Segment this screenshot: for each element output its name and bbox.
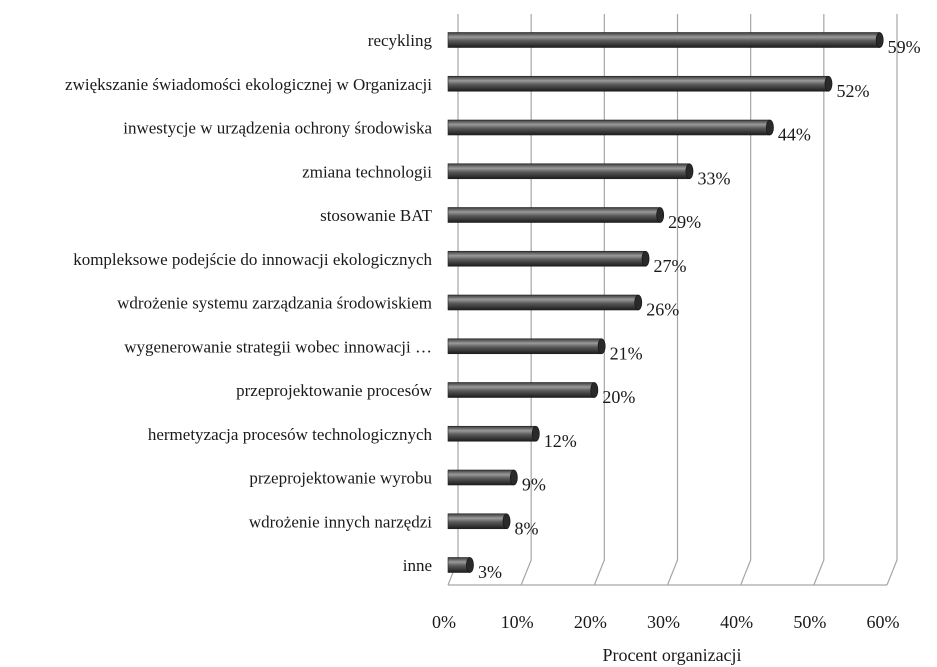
value-label: 21% [610,343,643,363]
gridline [593,14,605,586]
gridline [886,14,898,586]
bar [447,32,884,48]
value-label: 26% [646,300,679,320]
value-label: 29% [668,212,701,232]
gridline [520,14,532,586]
value-label: 12% [544,431,577,451]
bar [447,425,540,442]
category-label: przeprojektowanie wyrobu [249,469,432,488]
value-label: 44% [778,125,811,145]
category-label: wdrożenie systemu zarządzania środowiski… [117,294,432,313]
value-labels: 59% 52% 44% 33% 29% 27% 26% 21% 20% 12% 9% 8% 3% [478,37,921,582]
bar [447,119,774,136]
x-tick-label: 0% [432,612,456,632]
value-label: 20% [602,387,635,407]
bar [447,382,599,398]
category-label: zmiana technologii [302,162,432,181]
category-label: inwestycje w urządzenia ochrony środowis… [123,119,432,138]
value-label: 59% [888,37,921,57]
x-axis-ticks: 0% 10% 20% 30% 40% 50% 60% [432,612,900,632]
x-tick-label: 60% [867,612,900,632]
value-label: 33% [697,168,730,188]
value-label: 9% [522,475,546,495]
category-label: recykling [368,31,433,50]
bar [447,513,511,530]
bar [447,75,833,92]
gridline [740,14,752,586]
value-label: 27% [654,256,687,276]
x-axis-title: Procent organizacji [602,645,741,665]
category-label: wygenerowanie strategii wobec innowacji … [124,337,432,356]
bar [447,207,665,223]
gridline [813,14,825,586]
bar [447,294,643,311]
category-label: wdrożenie innych narzędzi [249,512,432,531]
category-label: przeprojektowanie procesów [236,381,433,400]
category-labels: recykling zwiększanie świadomości ekologi… [65,31,433,575]
x-tick-label: 20% [574,612,607,632]
bar [447,250,650,267]
bars [447,32,884,573]
bar [447,469,518,486]
x-tick-label: 40% [720,612,753,632]
category-label: zwiększanie świadomości ekologicznej w O… [65,75,432,94]
bar [447,163,694,180]
category-label: stosowanie BAT [320,206,433,225]
category-label: kompleksowe podejście do innowacji ekolo… [73,250,432,269]
x-tick-label: 30% [647,612,680,632]
x-tick-label: 50% [793,612,826,632]
value-label: 8% [515,518,539,538]
bar [447,338,606,355]
gridline [666,14,679,586]
value-label: 3% [478,562,502,582]
x-tick-label: 10% [501,612,534,632]
category-label: inne [403,556,432,575]
value-label: 52% [836,81,869,101]
bar [447,557,474,573]
category-label: hermetyzacja procesów technologicznych [148,425,433,444]
gridlines [447,14,898,586]
